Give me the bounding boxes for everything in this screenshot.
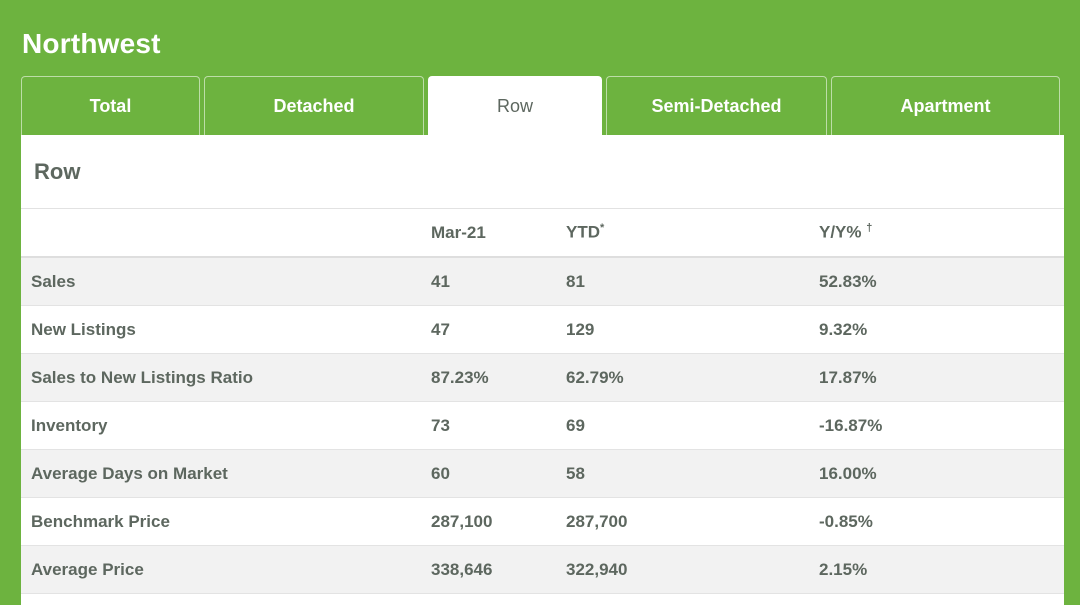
row-label: Sales [21, 257, 431, 306]
tab-semi-detached[interactable]: Semi-Detached [606, 76, 827, 135]
row-label: Average Price [21, 545, 431, 594]
divider [21, 208, 1064, 209]
yy-value: 2.15% [819, 545, 1064, 594]
yy-value: 52.83% [819, 257, 1064, 306]
table-row: Sales 41 81 52.83% [21, 257, 1064, 306]
table-row: Average Price 338,646 322,940 2.15% [21, 545, 1064, 594]
month-value: 60 [431, 449, 566, 498]
stats-panel: Row Mar-21 YTD* Y/Y% † Sales 41 81 52.83… [21, 135, 1064, 605]
month-value: 87.23% [431, 353, 566, 402]
table-row: Inventory 73 69 -16.87% [21, 401, 1064, 450]
header-ytd: YTD* [566, 209, 819, 258]
ytd-footnote-mark: * [600, 222, 605, 235]
ytd-value: 69 [566, 401, 819, 450]
table-row: Sales to New Listings Ratio 87.23% 62.79… [21, 353, 1064, 402]
yy-value: 9.32% [819, 305, 1064, 354]
yy-footnote-mark: † [866, 222, 873, 235]
panel-title: Row [34, 159, 81, 184]
ytd-value: 81 [566, 257, 819, 306]
row-label: Inventory [21, 401, 431, 450]
header-month: Mar-21 [431, 209, 566, 258]
header-yy-label: Y/Y% [819, 222, 862, 242]
month-value: 338,646 [431, 545, 566, 594]
row-label: New Listings [21, 305, 431, 354]
header-ytd-label: YTD [566, 222, 600, 242]
table-header-row: Mar-21 YTD* Y/Y% † [21, 209, 1064, 258]
table-row: Average Days on Market 60 58 16.00% [21, 449, 1064, 498]
yy-value: 17.87% [819, 353, 1064, 402]
tab-detached[interactable]: Detached [204, 76, 424, 135]
month-value: 47 [431, 305, 566, 354]
month-value: 73 [431, 401, 566, 450]
tab-apartment[interactable]: Apartment [831, 76, 1060, 135]
header-metric [21, 209, 431, 258]
row-label: Benchmark Price [21, 497, 431, 546]
row-label: Sales to New Listings Ratio [21, 353, 431, 402]
ytd-value: 287,700 [566, 497, 819, 546]
table-row: Benchmark Price 287,100 287,700 -0.85% [21, 497, 1064, 546]
region-title: Northwest [22, 28, 161, 59]
property-type-tabs: Total Detached Row Semi-Detached Apartme… [21, 76, 1061, 136]
stats-table: Mar-21 YTD* Y/Y% † Sales 41 81 52.83% Ne… [21, 209, 1064, 594]
tab-total[interactable]: Total [21, 76, 200, 135]
ytd-value: 129 [566, 305, 819, 354]
header-yy: Y/Y% † [819, 209, 1064, 258]
row-label: Average Days on Market [21, 449, 431, 498]
month-value: 41 [431, 257, 566, 306]
ytd-value: 322,940 [566, 545, 819, 594]
yy-value: 16.00% [819, 449, 1064, 498]
ytd-value: 62.79% [566, 353, 819, 402]
month-value: 287,100 [431, 497, 566, 546]
yy-value: -16.87% [819, 401, 1064, 450]
yy-value: -0.85% [819, 497, 1064, 546]
tab-row[interactable]: Row [428, 76, 602, 136]
ytd-value: 58 [566, 449, 819, 498]
table-row: New Listings 47 129 9.32% [21, 305, 1064, 354]
